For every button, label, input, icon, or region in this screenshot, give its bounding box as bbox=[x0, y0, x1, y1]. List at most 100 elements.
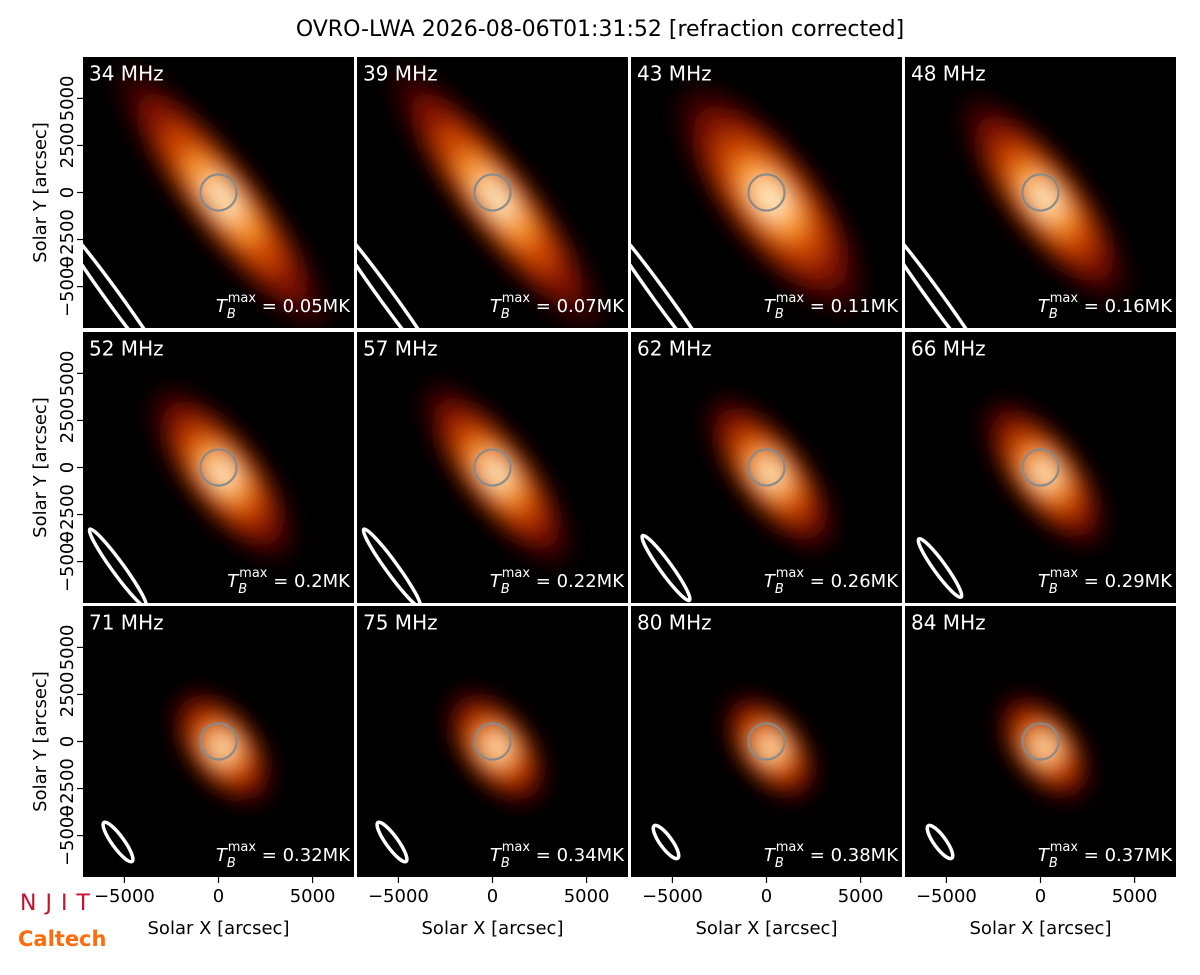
tb-sub: B bbox=[775, 856, 784, 871]
blob-core bbox=[758, 459, 783, 488]
solar-disk bbox=[473, 448, 512, 487]
solar-disk bbox=[199, 722, 238, 761]
tb-max-label: TBmax = 0.29MK bbox=[1038, 566, 1173, 597]
intensity-image bbox=[357, 68, 601, 328]
tb-max-label: TBmax = 0.26MK bbox=[764, 566, 899, 597]
tb-sub: B bbox=[501, 856, 510, 871]
tb-symbol: T bbox=[1038, 296, 1051, 317]
x-axis-label: Solar X [arcsec] bbox=[148, 918, 290, 939]
tb-symbol: T bbox=[1038, 571, 1051, 592]
solar-disk bbox=[1021, 448, 1060, 487]
blob-core bbox=[760, 737, 781, 758]
x-tick-label: 0 bbox=[1035, 886, 1046, 907]
y-tick-label: 2500 bbox=[57, 672, 78, 718]
intensity-image bbox=[925, 694, 1092, 861]
intensity-image bbox=[87, 388, 294, 603]
beam-ellipse bbox=[87, 527, 149, 603]
tb-value: = 0.34MK bbox=[530, 845, 625, 866]
tb-value: = 0.07MK bbox=[530, 296, 625, 317]
frequency-label: 71 MHz bbox=[89, 611, 164, 635]
tb-max-label: TBmax = 0.22MK bbox=[490, 566, 625, 597]
logo-caltech: Caltech bbox=[18, 927, 106, 951]
tb-max-label: TBmax = 0.32MK bbox=[216, 840, 351, 871]
blob bbox=[983, 400, 1106, 547]
tb-value: = 0.29MK bbox=[1078, 571, 1173, 592]
intensity-image bbox=[905, 98, 1127, 328]
y-axis-label: Solar Y [arcsec] bbox=[30, 397, 51, 538]
x-tick-label: 0 bbox=[487, 886, 498, 907]
tb-sub: B bbox=[1049, 582, 1058, 597]
solar-disk bbox=[747, 173, 786, 212]
blob-core bbox=[212, 736, 233, 759]
x-tick-label: 5000 bbox=[290, 886, 336, 907]
y-tick-label: −2500 bbox=[57, 484, 78, 545]
y-tick-label: 0 bbox=[57, 187, 78, 198]
tb-sup: max bbox=[502, 291, 531, 306]
intensity-image bbox=[375, 689, 547, 864]
beam-ellipse bbox=[631, 214, 722, 328]
frequency-label: 80 MHz bbox=[637, 611, 712, 635]
blob bbox=[962, 98, 1127, 299]
tb-max-label: TBmax = 0.16MK bbox=[1038, 291, 1173, 322]
tb-max-label: TBmax = 0.38MK bbox=[764, 840, 899, 871]
intensity-image bbox=[916, 400, 1106, 600]
y-tick-label: −2500 bbox=[57, 209, 78, 270]
tb-sup: max bbox=[1050, 840, 1079, 855]
beam-ellipse bbox=[905, 214, 996, 328]
tb-sub: B bbox=[1049, 856, 1058, 871]
intensity-image bbox=[651, 694, 818, 861]
tb-sup: max bbox=[1050, 566, 1079, 581]
frequency-label: 43 MHz bbox=[637, 62, 712, 86]
tb-sub: B bbox=[501, 307, 510, 322]
frequency-label: 48 MHz bbox=[911, 62, 986, 86]
blob bbox=[151, 388, 294, 559]
tb-value: = 0.11MK bbox=[804, 296, 899, 317]
tb-sub: B bbox=[1049, 307, 1058, 322]
x-tick-label: 5000 bbox=[1112, 886, 1158, 907]
intensity-image bbox=[361, 383, 571, 603]
frequency-label: 34 MHz bbox=[89, 62, 164, 86]
solar-disk bbox=[473, 173, 512, 212]
blob bbox=[392, 68, 601, 328]
frequency-label: 39 MHz bbox=[363, 62, 438, 86]
solar-disk bbox=[1021, 722, 1060, 761]
x-axis-label: Solar X [arcsec] bbox=[696, 918, 838, 939]
beam-ellipse bbox=[101, 820, 135, 864]
solar-disk bbox=[473, 722, 512, 761]
beam-ellipse bbox=[357, 214, 448, 328]
tb-symbol: T bbox=[1038, 845, 1051, 866]
x-tick-label: −5000 bbox=[94, 886, 155, 907]
chart-title: OVRO-LWA 2026-08-06T01:31:52 [refraction… bbox=[296, 17, 904, 42]
tb-value: = 0.05MK bbox=[256, 296, 351, 317]
blob-core bbox=[1034, 737, 1055, 758]
tb-value: = 0.37MK bbox=[1078, 845, 1173, 866]
beam-ellipse bbox=[361, 527, 423, 603]
frequency-label: 66 MHz bbox=[911, 337, 986, 361]
blob-core bbox=[203, 176, 242, 221]
tb-max-label: TBmax = 0.34MK bbox=[490, 840, 625, 871]
tb-sup: max bbox=[239, 566, 268, 581]
tb-sup: max bbox=[502, 840, 531, 855]
tb-symbol: T bbox=[490, 296, 503, 317]
blob bbox=[118, 68, 327, 328]
frequency-label: 62 MHz bbox=[637, 337, 712, 361]
blob bbox=[446, 689, 547, 806]
logo-njit: NJIT bbox=[20, 891, 99, 916]
blob bbox=[706, 396, 835, 551]
beam-ellipse bbox=[651, 823, 681, 861]
tb-value: = 0.38MK bbox=[804, 845, 899, 866]
solar-disk bbox=[747, 448, 786, 487]
tb-sup: max bbox=[228, 840, 257, 855]
tb-max-label: TBmax = 0.11MK bbox=[764, 291, 899, 322]
y-tick-label: 2500 bbox=[57, 398, 78, 444]
beam-ellipse bbox=[375, 820, 409, 864]
frequency-label: 57 MHz bbox=[363, 337, 438, 361]
tb-sup: max bbox=[776, 566, 805, 581]
blob-core bbox=[753, 178, 788, 219]
x-tick-label: 0 bbox=[213, 886, 224, 907]
tb-symbol: T bbox=[490, 571, 503, 592]
intensity-image bbox=[631, 86, 863, 328]
tb-sup: max bbox=[502, 566, 531, 581]
